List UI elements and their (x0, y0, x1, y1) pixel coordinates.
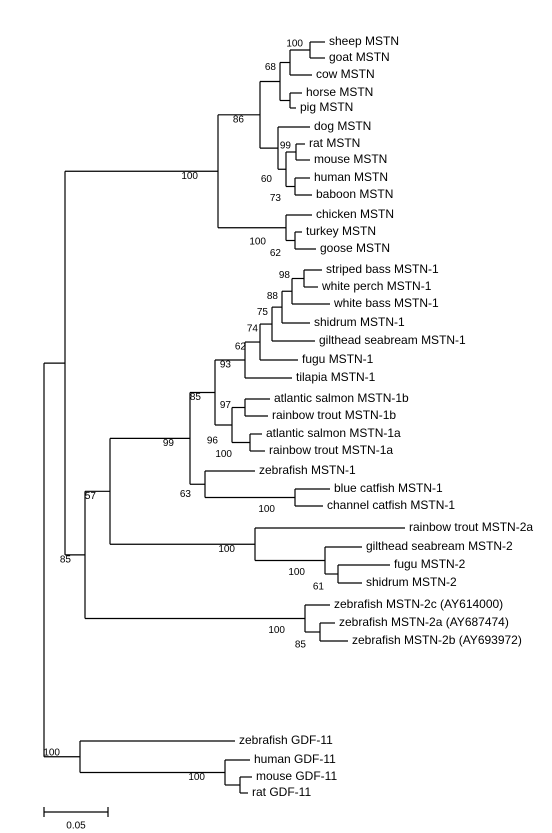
bootstrap-value: 68 (265, 62, 277, 73)
bootstrap-value: 100 (288, 567, 305, 578)
taxon-label: mouse GDF-11 (256, 769, 337, 783)
taxon-label: fugu MSTN-1 (302, 352, 374, 366)
taxon-label: blue catfish MSTN-1 (334, 481, 443, 495)
bootstrap-value: 100 (268, 625, 285, 636)
taxon-label: gilthead seabream MSTN-1 (319, 333, 466, 347)
taxon-label: baboon MSTN (316, 187, 393, 201)
taxon-label: gilthead seabream MSTN-2 (366, 539, 513, 553)
taxon-label: rainbow trout MSTN-2a (409, 520, 533, 534)
taxon-label: zebrafish MSTN-2b (AY693972) (352, 633, 522, 647)
taxon-label: dog MSTN (314, 119, 371, 133)
bootstrap-value: 74 (247, 324, 259, 335)
taxon-label: human GDF-11 (254, 752, 336, 766)
bootstrap-value: 57 (85, 491, 97, 502)
taxon-label: channel catfish MSTN-1 (327, 498, 455, 512)
taxon-label: atlantic salmon MSTN-1a (266, 426, 401, 440)
taxon-label: white perch MSTN-1 (321, 279, 432, 293)
bootstrap-value: 85 (295, 640, 307, 651)
bootstrap-value: 93 (220, 360, 232, 371)
bootstrap-value: 100 (286, 39, 303, 50)
taxon-label: rainbow trout MSTN-1b (272, 408, 396, 422)
bootstrap-value: 98 (279, 270, 291, 281)
bootstrap-value: 99 (163, 438, 175, 449)
taxon-label: cow MSTN (316, 67, 375, 81)
taxon-label: rat MSTN (309, 136, 360, 150)
bootstrap-value: 73 (270, 193, 282, 204)
taxon-label: zebrafish MSTN-2a (AY687474) (339, 615, 509, 629)
taxon-label: striped bass MSTN-1 (326, 262, 439, 276)
bootstrap-value: 88 (267, 291, 279, 302)
bootstrap-value: 62 (235, 342, 247, 353)
taxon-label: rat GDF-11 (252, 785, 311, 799)
bootstrap-value: 85 (190, 392, 202, 403)
bootstrap-value: 99 (280, 141, 292, 152)
bootstrap-value: 86 (233, 114, 245, 125)
taxon-label: goat MSTN (329, 50, 390, 64)
scale-bar-label: 0.05 (66, 821, 86, 832)
taxon-label: atlantic salmon MSTN-1b (274, 391, 409, 405)
taxon-label: goose MSTN (320, 241, 390, 255)
bootstrap-value: 75 (257, 307, 269, 318)
taxon-label: chicken MSTN (316, 207, 394, 221)
taxon-label: zebrafish GDF-11 (239, 733, 333, 747)
taxon-label: zebrafish MSTN-1 (259, 463, 356, 477)
bootstrap-value: 96 (207, 436, 219, 447)
bootstrap-value: 85 (60, 555, 72, 566)
taxon-label: shidrum MSTN-2 (366, 575, 457, 589)
bootstrap-value: 62 (270, 248, 282, 259)
taxon-label: shidrum MSTN-1 (314, 315, 405, 329)
taxon-label: white bass MSTN-1 (333, 296, 439, 310)
bootstrap-value: 63 (180, 489, 192, 500)
taxon-label: mouse MSTN (314, 152, 387, 166)
taxon-label: zebrafish MSTN-2c (AY614000) (334, 597, 503, 611)
bootstrap-value: 100 (215, 449, 232, 460)
bootstrap-value: 60 (261, 174, 273, 185)
bootstrap-value: 100 (188, 772, 205, 783)
taxon-label: rainbow trout MSTN-1a (269, 443, 393, 457)
taxon-label: turkey MSTN (306, 224, 376, 238)
bootstrap-value: 100 (218, 544, 235, 555)
bootstrap-value: 100 (249, 236, 266, 247)
bootstrap-value: 100 (258, 504, 275, 515)
taxon-label: human MSTN (314, 170, 388, 184)
taxon-label: fugu MSTN-2 (394, 557, 466, 571)
phylogenetic-tree: zebrafish GDF-11 human GDF-11 mouse GDF-11… (0, 0, 552, 833)
taxon-label: sheep MSTN (329, 34, 399, 48)
bootstrap-value: 97 (220, 400, 232, 411)
taxon-label: tilapia MSTN-1 (296, 370, 376, 384)
taxon-label: horse MSTN (306, 85, 373, 99)
bootstrap-value: 100 (43, 747, 60, 758)
bootstrap-value: 61 (313, 582, 325, 593)
taxon-label: pig MSTN (300, 100, 353, 114)
bootstrap-value: 100 (181, 171, 198, 182)
